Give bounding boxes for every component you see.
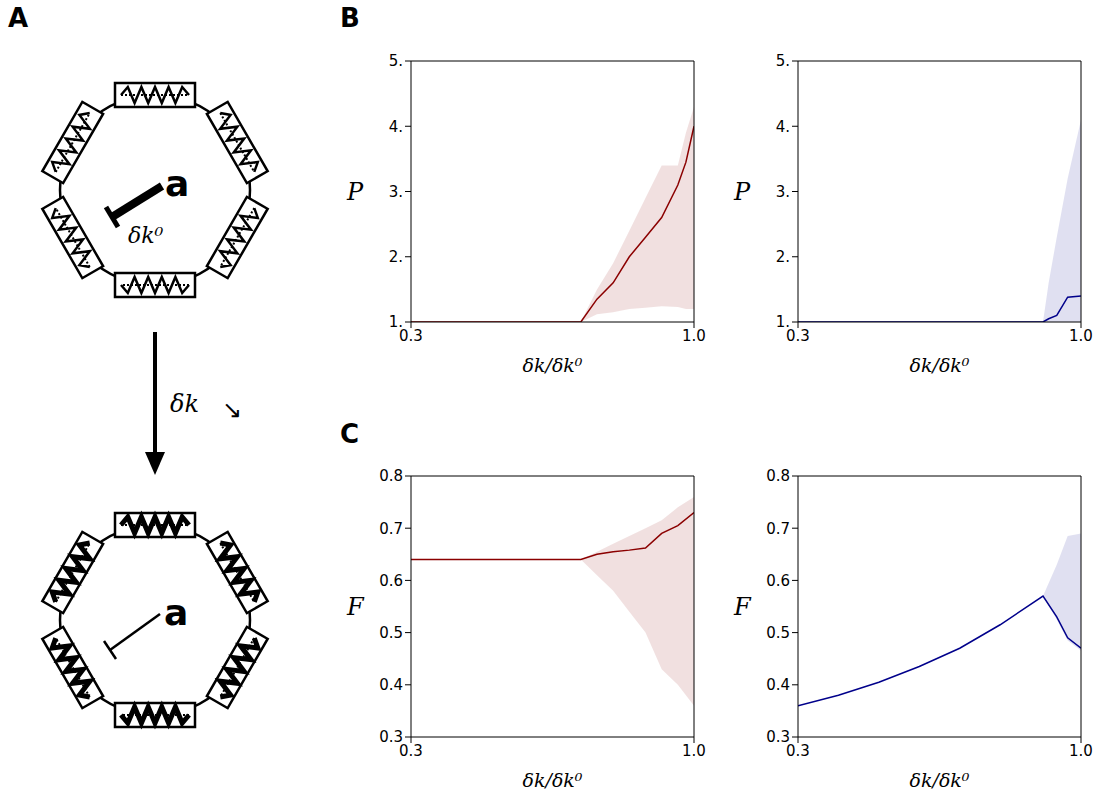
svg-text:F: F: [346, 593, 365, 621]
svg-text:0.5: 0.5: [766, 624, 790, 642]
svg-text:0.4: 0.4: [766, 676, 790, 694]
svg-text:2.: 2.: [776, 248, 790, 266]
svg-text:0.3: 0.3: [399, 326, 423, 345]
svg-text:0.5: 0.5: [379, 624, 403, 642]
svg-text:0.3: 0.3: [399, 741, 423, 760]
svg-text:0.8: 0.8: [379, 467, 403, 485]
svg-text:1.0: 1.0: [1069, 742, 1093, 760]
svg-text:δk/δk⁰: δk/δk⁰: [523, 769, 583, 791]
svg-text:4.: 4.: [389, 118, 403, 136]
svg-text:3.: 3.: [389, 183, 403, 201]
svg-text:δk⁰: δk⁰: [128, 223, 164, 248]
svg-text:1.0: 1.0: [682, 742, 706, 760]
html-text:A: A: [8, 3, 29, 33]
svg-text:a: a: [165, 163, 189, 204]
svg-text:↘: ↘: [222, 396, 242, 424]
html-text:C: C: [340, 419, 360, 449]
svg-text:δk: δk: [170, 390, 199, 418]
svg-text:a: a: [164, 592, 188, 633]
svg-text:F: F: [733, 593, 752, 621]
svg-text:0.6: 0.6: [766, 572, 790, 590]
svg-text:0.7: 0.7: [379, 520, 403, 538]
svg-text:0.3: 0.3: [379, 728, 403, 746]
svg-text:0.3: 0.3: [786, 741, 810, 760]
svg-text:0.3: 0.3: [786, 326, 810, 345]
svg-text:1.: 1.: [389, 313, 403, 331]
svg-text:0.3: 0.3: [766, 728, 790, 746]
svg-text:0.6: 0.6: [379, 572, 403, 590]
svg-text:P: P: [346, 178, 364, 206]
svg-text:0.8: 0.8: [766, 467, 790, 485]
html-text:B: B: [340, 3, 360, 33]
svg-text:1.: 1.: [776, 313, 790, 331]
svg-text:5.: 5.: [776, 52, 790, 70]
svg-text:5.: 5.: [389, 52, 403, 70]
svg-text:2.: 2.: [389, 248, 403, 266]
svg-text:1.0: 1.0: [682, 327, 706, 345]
svg-text:P: P: [733, 178, 751, 206]
svg-text:δk/δk⁰: δk/δk⁰: [910, 769, 970, 791]
svg-text:3.: 3.: [776, 183, 790, 201]
svg-text:0.7: 0.7: [766, 520, 790, 538]
svg-text:4.: 4.: [776, 118, 790, 136]
svg-text:δk/δk⁰: δk/δk⁰: [910, 354, 970, 376]
svg-text:0.4: 0.4: [379, 676, 403, 694]
svg-text:1.0: 1.0: [1069, 327, 1093, 345]
svg-text:δk/δk⁰: δk/δk⁰: [523, 354, 583, 376]
